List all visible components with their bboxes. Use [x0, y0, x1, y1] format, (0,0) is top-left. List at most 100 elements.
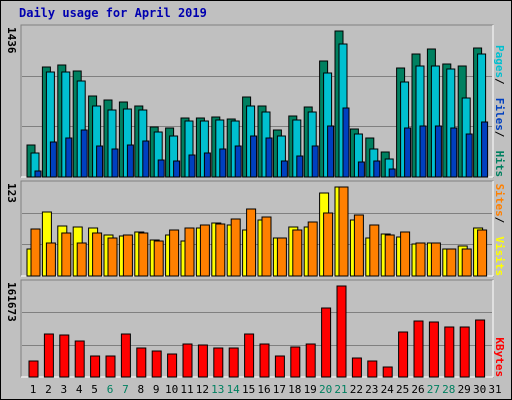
legend-sites: Sites [493, 184, 506, 217]
bar-pages-day-23 [373, 160, 381, 178]
bar-sites-day-18 [292, 229, 303, 277]
bar-sites-day-17 [276, 237, 287, 277]
bar-pages-day-28 [450, 127, 458, 178]
bar-sites-day-16 [261, 216, 272, 277]
bar-kbytes-day-29 [459, 326, 470, 378]
bar-kbytes-day-25 [398, 331, 409, 378]
bar-kbytes-day-2 [43, 333, 54, 378]
bar-sites-day-27 [430, 242, 441, 277]
legend-pages: Pages [493, 45, 506, 78]
bar-kbytes-day-4 [74, 340, 85, 378]
bar-sites-day-9 [153, 240, 164, 277]
bar-kbytes-day-15 [244, 333, 255, 378]
x-tick-label-day-25: 25 [396, 383, 409, 396]
x-tick-label-day-31: 31 [488, 383, 501, 396]
x-tick-label-day-28: 28 [442, 383, 455, 396]
bar-pages-day-12 [203, 152, 211, 178]
y-max-label-visits-sites: 123 [5, 183, 18, 203]
x-tick-label-day-19: 19 [304, 383, 317, 396]
x-tick-label-day-11: 11 [180, 383, 193, 396]
x-tick-label-day-22: 22 [350, 383, 363, 396]
bar-sites-day-19 [307, 221, 318, 277]
legend-hits: Hits [493, 151, 506, 178]
bar-kbytes-day-20 [321, 307, 332, 378]
bar-kbytes-day-17 [274, 355, 285, 378]
bar-sites-day-28 [446, 248, 457, 277]
legend-separator: / [493, 217, 506, 224]
chart-title: Daily usage for April 2019 [19, 6, 207, 20]
legend-visits: Visits [493, 236, 506, 276]
bar-pages-day-26 [419, 125, 427, 178]
legend-separator: / [493, 78, 506, 85]
bar-pages-day-29 [465, 133, 473, 178]
x-tick-label-day-7: 7 [122, 383, 129, 396]
x-tick-label-day-6: 6 [107, 383, 114, 396]
x-tick-label-day-13: 13 [211, 383, 224, 396]
bar-kbytes-day-14 [228, 347, 239, 378]
bar-sites-day-6 [107, 237, 118, 277]
x-tick-label-day-1: 1 [30, 383, 37, 396]
bar-kbytes-day-26 [413, 320, 424, 378]
bar-pages-day-1 [34, 170, 42, 178]
bar-kbytes-day-8 [136, 347, 147, 378]
legend-kbytes: KBytes [493, 337, 506, 377]
bar-sites-day-2 [45, 242, 56, 277]
legend-separator: / [493, 131, 506, 138]
bar-sites-day-7 [122, 234, 133, 277]
bar-sites-day-4 [76, 242, 87, 277]
bar-sites-day-15 [246, 208, 257, 277]
bar-pages-day-25 [404, 127, 412, 178]
bar-pages-day-4 [80, 129, 88, 178]
bar-kbytes-day-19 [305, 343, 316, 378]
bar-kbytes-day-5 [90, 355, 101, 378]
bar-pages-day-20 [327, 125, 335, 178]
x-tick-label-day-10: 10 [165, 383, 178, 396]
x-tick-label-day-27: 27 [427, 383, 440, 396]
bar-sites-day-24 [384, 234, 395, 277]
bar-kbytes-day-24 [382, 366, 393, 378]
x-tick-label-day-26: 26 [411, 383, 424, 396]
x-tick-label-day-23: 23 [365, 383, 378, 396]
bar-sites-day-23 [369, 224, 380, 277]
x-tick-label-day-14: 14 [227, 383, 241, 396]
bar-pages-day-6 [111, 148, 119, 178]
x-tick-label-day-5: 5 [91, 383, 98, 396]
bar-pages-day-14 [234, 145, 242, 178]
x-tick-label-day-15: 15 [242, 383, 255, 396]
bar-pages-day-17 [280, 160, 288, 178]
bar-sites-day-25 [400, 231, 411, 277]
x-tick-label-day-30: 30 [473, 383, 486, 396]
bar-pages-day-5 [96, 145, 104, 178]
bar-kbytes-day-12 [197, 344, 208, 378]
x-tick-label-day-12: 12 [196, 383, 209, 396]
bar-sites-day-3 [61, 232, 72, 277]
x-tick-label-day-4: 4 [76, 383, 83, 396]
bar-pages-day-15 [250, 135, 258, 178]
x-tick-label-day-18: 18 [288, 383, 301, 396]
bar-sites-day-14 [230, 218, 241, 277]
bar-sites-day-11 [184, 227, 195, 277]
bar-kbytes-day-30 [475, 319, 486, 378]
y-max-label-pages-files-hits: 1436 [5, 27, 18, 54]
x-tick-label-day-8: 8 [137, 383, 144, 396]
x-tick-label-day-21: 21 [334, 383, 347, 396]
bar-kbytes-day-22 [351, 357, 362, 378]
bar-kbytes-day-13 [213, 347, 224, 378]
bar-sites-day-22 [353, 214, 364, 277]
legend-files: Files [493, 98, 506, 131]
bar-pages-day-19 [311, 145, 319, 178]
bar-sites-day-12 [199, 224, 210, 277]
bar-pages-day-24 [388, 168, 396, 178]
bar-kbytes-day-3 [59, 334, 70, 378]
bar-kbytes-day-11 [182, 343, 193, 378]
bar-pages-day-18 [296, 155, 304, 178]
bar-kbytes-day-10 [167, 353, 178, 378]
bar-pages-day-13 [219, 148, 227, 178]
bar-sites-day-13 [215, 223, 226, 277]
x-tick-label-day-20: 20 [319, 383, 332, 396]
x-tick-label-day-29: 29 [458, 383, 471, 396]
bar-kbytes-day-18 [290, 346, 301, 378]
x-tick-label-day-16: 16 [257, 383, 270, 396]
bar-kbytes-day-21 [336, 285, 347, 378]
